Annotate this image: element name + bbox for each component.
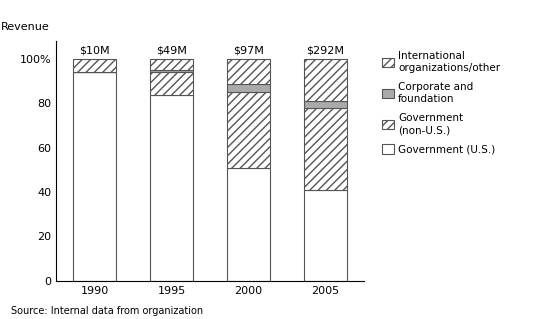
Bar [304, 190, 347, 281]
Bar [227, 84, 270, 93]
Legend: International
organizations/other, Corporate and
foundation, Government
(non-U.S: International organizations/other, Corpo… [381, 51, 500, 155]
Bar [304, 101, 347, 108]
Bar [150, 95, 193, 281]
Text: $97M: $97M [233, 46, 264, 56]
Bar [227, 93, 270, 168]
Bar [150, 59, 193, 70]
Text: $10M: $10M [79, 46, 110, 56]
Bar [150, 72, 193, 95]
Text: $49M: $49M [156, 46, 187, 56]
Bar [304, 108, 347, 190]
Bar [150, 70, 193, 72]
Bar [304, 59, 347, 101]
Bar [73, 59, 116, 72]
Bar [227, 59, 270, 84]
Text: Source: Internal data from organization: Source: Internal data from organization [11, 306, 203, 316]
Text: Revenue: Revenue [1, 22, 49, 32]
Bar [73, 72, 116, 281]
Bar [227, 168, 270, 281]
Text: $292M: $292M [306, 46, 344, 56]
